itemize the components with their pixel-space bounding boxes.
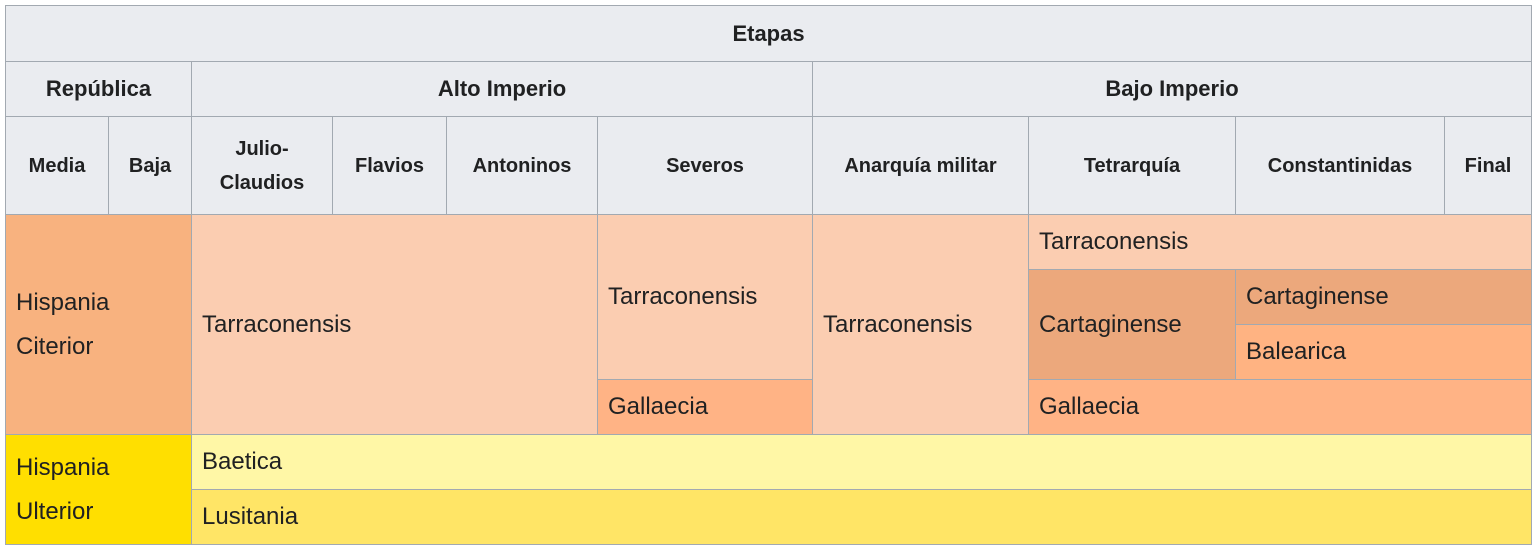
stage-baja-header: Baja [108, 116, 192, 215]
stage-antoninos-header: Antoninos [446, 116, 598, 215]
republica-header: República [5, 61, 192, 117]
stage-flavios-header: Flavios [332, 116, 447, 215]
etapas-row: Etapas [4, 5, 1533, 62]
province-row-1: Hispania Citerior Tarraconensis Tarracon… [5, 214, 1533, 435]
province-row-4: Gallaecia Gallaecia [6, 379, 1533, 435]
baetica-cell: Baetica [190, 434, 1533, 490]
lusitania-cell: Lusitania [190, 489, 1533, 545]
periods-row: República Alto Imperio Bajo Imperio [5, 61, 1533, 117]
stage-media-header: Media [5, 116, 109, 215]
hispania-citerior-cell: Hispania Citerior [5, 214, 192, 435]
province-row-5: Hispania Ulterior Baetica [5, 434, 1533, 545]
tarraconensis-anarquia-cell: Tarraconensis [812, 214, 1029, 435]
cartaginense-constantinidas-cell: Cartaginense [1234, 269, 1533, 325]
tarraconensis-alto-imperio-cell: Tarraconensis [191, 214, 598, 435]
provinces-table-wrapper: Etapas República Alto Imperio Bajo Imper… [4, 5, 1533, 545]
province-row-2: Cartaginense Cartaginense [6, 269, 1533, 380]
stage-anarquia-militar-header: Anarquía militar [812, 116, 1029, 215]
etapas-header: Etapas [4, 5, 1533, 62]
stage-final-header: Final [1443, 116, 1533, 215]
cartaginense-tetrarquia-cell: Cartaginense [1028, 269, 1236, 380]
gallaecia-severos-cell: Gallaecia [597, 379, 813, 435]
tarraconensis-tetrarquia-cell: Tarraconensis [1027, 214, 1533, 270]
tarraconensis-severos-cell: Tarraconensis [597, 214, 813, 380]
alto-imperio-header: Alto Imperio [191, 61, 813, 117]
balearica-cell: Balearica [1234, 324, 1533, 380]
roman-hispania-provinces-table: Etapas República Alto Imperio Bajo Imper… [4, 5, 1533, 545]
stages-row: Media Baja Julio-Claudios Flavios Antoni… [5, 116, 1533, 215]
stage-severos-header: Severos [597, 116, 813, 215]
bajo-imperio-header: Bajo Imperio [811, 61, 1533, 117]
province-row-6: Lusitania [6, 489, 1533, 545]
stage-constantinidas-header: Constantinidas [1235, 116, 1445, 215]
hispania-ulterior-cell: Hispania Ulterior [5, 434, 192, 545]
stage-tetrarquia-header: Tetrarquía [1028, 116, 1236, 215]
stage-julio-claudios-header: Julio-Claudios [191, 116, 333, 215]
gallaecia-bajo-imperio-cell: Gallaecia [1027, 379, 1533, 435]
